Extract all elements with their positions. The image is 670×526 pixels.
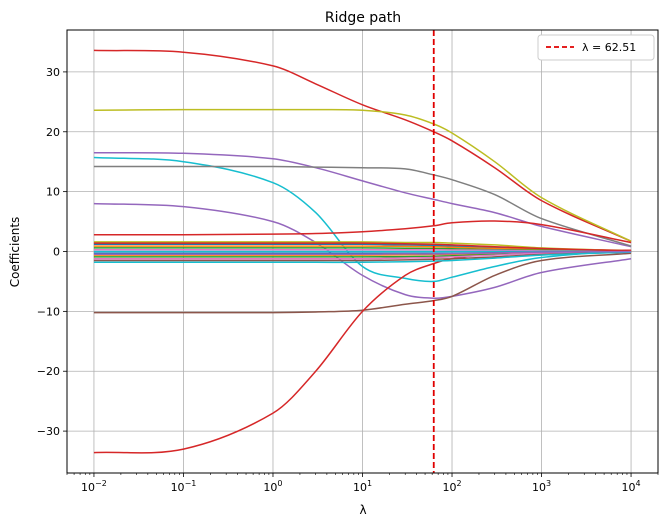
coefficient-line-23 — [93, 250, 632, 255]
coefficient-line-7 — [93, 220, 632, 244]
coefficient-line-20 — [93, 251, 632, 262]
coefficient-line-2 — [93, 108, 632, 242]
chart-title: Ridge path — [325, 10, 401, 26]
coefficient-line-11 — [93, 245, 632, 252]
coefficient-line-22 — [93, 242, 632, 252]
y-tick-label: 20 — [46, 126, 60, 139]
y-tick-label: −20 — [37, 365, 60, 378]
coefficient-line-8 — [93, 252, 632, 314]
coefficient-line-3 — [93, 151, 632, 248]
y-axis: 30 20 10 0 −10 −20 −30 — [37, 66, 67, 438]
y-tick-label: 30 — [46, 66, 60, 79]
y-tick-label: −10 — [37, 305, 60, 318]
x-tick-label: 100 — [263, 479, 282, 494]
x-tick-label: 102 — [442, 479, 461, 494]
x-axis: 10−2 10−1 100 101 102 103 104 — [66, 473, 659, 494]
legend-box — [537, 34, 655, 61]
legend-label: λ = 62.51 — [582, 41, 636, 54]
y-tick-label: 0 — [53, 246, 60, 259]
x-axis-label: λ — [359, 503, 366, 517]
y-tick-label: −30 — [37, 425, 60, 438]
y-axis-label: Coefficients — [8, 217, 22, 288]
x-tick-label: 10−1 — [171, 479, 197, 494]
series-lines — [93, 49, 632, 454]
legend: λ = 62.51 — [537, 34, 655, 61]
coefficient-line-13 — [93, 248, 632, 253]
x-tick-label: 104 — [622, 479, 641, 494]
x-tick-label: 10−2 — [81, 479, 107, 494]
coefficient-line-21 — [93, 251, 632, 264]
x-tick-label: 101 — [353, 479, 372, 494]
coefficient-line-1 — [93, 49, 632, 242]
coefficient-line-6 — [93, 202, 632, 299]
x-tick-label: 103 — [532, 479, 551, 494]
coefficient-line-5 — [93, 165, 632, 247]
plot-area — [66, 29, 659, 474]
coefficient-line-14 — [93, 241, 632, 252]
coefficient-line-19 — [93, 251, 632, 260]
y-tick-label: 10 — [46, 186, 60, 199]
